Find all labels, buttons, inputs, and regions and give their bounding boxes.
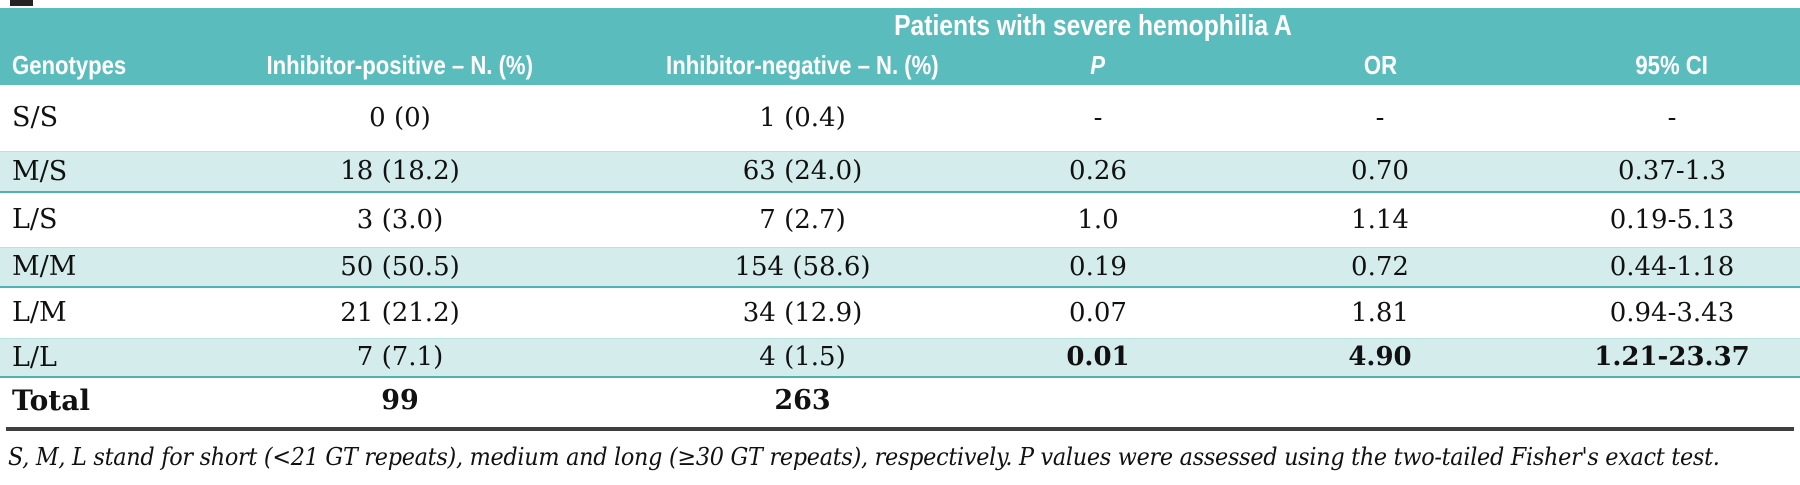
or-cell: -	[1375, 102, 1385, 133]
ci-cell: 1.21-23.37	[1594, 342, 1750, 373]
inhibitor-negative-cell: 1 (0.4)	[759, 102, 846, 133]
or-cell: 1.81	[1351, 297, 1409, 328]
or-cell: 0.72	[1351, 251, 1409, 282]
p-value-cell: -	[1093, 102, 1103, 133]
p-value-cell: 0.01	[1066, 342, 1130, 373]
ci-cell: -	[1667, 102, 1677, 133]
column-header-row: Genotypes Inhibitor-positive – N. (%) In…	[0, 45, 1800, 85]
hemophilia-genotype-table: Patients with severe hemophilia A Genoty…	[0, 8, 1800, 423]
column-header-inhibitor-positive: Inhibitor-positive – N. (%)	[266, 49, 534, 80]
or-cell: 0.70	[1351, 156, 1409, 187]
inhibitor-negative-cell: 34 (12.9)	[742, 297, 863, 328]
table-row: L/M 21 (21.2) 34 (12.9) 0.07 1.81 0.94-3…	[0, 287, 1800, 338]
genotype-cell: M/S	[12, 155, 68, 187]
genotype-cell: L/S	[12, 204, 58, 236]
total-inhibitor-positive-cell: 99	[381, 385, 419, 416]
column-header-inhibitor-negative: Inhibitor-negative – N. (%)	[666, 49, 939, 80]
inhibitor-negative-cell: 7 (2.7)	[759, 204, 846, 235]
inhibitor-negative-cell: 154 (58.6)	[734, 251, 871, 282]
genotype-cell: S/S	[12, 102, 59, 134]
table-row: M/S 18 (18.2) 63 (24.0) 0.26 0.70 0.37-1…	[0, 151, 1800, 192]
table-totals: Total 99 263	[0, 377, 1800, 423]
span-header-spacer-right	[1544, 8, 1800, 45]
column-header-p: P	[1090, 49, 1106, 80]
span-header-label: Patients with severe hemophilia A	[893, 10, 1292, 42]
ci-cell: 0.19-5.13	[1609, 204, 1735, 235]
inhibitor-negative-cell: 4 (1.5)	[759, 342, 846, 373]
p-value-cell: 1.0	[1077, 204, 1119, 235]
table-row: M/M 50 (50.5) 154 (58.6) 0.19 0.72 0.44-…	[0, 247, 1800, 287]
column-header-genotypes: Genotypes	[12, 49, 127, 80]
table-figure: Patients with severe hemophilia A Genoty…	[0, 8, 1800, 471]
table-header: Patients with severe hemophilia A Genoty…	[0, 8, 1800, 85]
genotype-cell: L/L	[12, 341, 57, 373]
crop-artifact	[10, 0, 33, 6]
p-value-cell: 0.19	[1069, 251, 1127, 282]
inhibitor-positive-cell: 7 (7.1)	[356, 342, 444, 373]
span-header-cell: Patients with severe hemophilia A	[625, 8, 1544, 45]
inhibitor-positive-cell: 18 (18.2)	[340, 156, 460, 187]
total-inhibitor-negative-cell: 263	[774, 385, 831, 416]
table-footnote: S, M, L stand for short (<21 GT repeats)…	[8, 443, 1800, 471]
column-header-ci: 95% CI	[1635, 49, 1709, 80]
table-row: S/S 0 (0) 1 (0.4) - - -	[0, 85, 1800, 151]
or-cell: 1.14	[1351, 204, 1409, 235]
span-header-spacer	[0, 8, 625, 45]
span-header-row: Patients with severe hemophilia A	[0, 8, 1800, 45]
ci-cell: 0.44-1.18	[1609, 251, 1735, 282]
ci-cell: 0.94-3.43	[1609, 297, 1735, 328]
inhibitor-positive-cell: 0 (0)	[369, 102, 431, 133]
ci-cell: 0.37-1.3	[1617, 156, 1727, 187]
p-value-cell: 0.26	[1069, 156, 1127, 187]
inhibitor-negative-cell: 63 (24.0)	[742, 156, 863, 187]
total-label-cell: Total	[12, 384, 91, 417]
footnote-divider	[6, 427, 1794, 431]
inhibitor-positive-cell: 21 (21.2)	[340, 297, 460, 328]
inhibitor-positive-cell: 3 (3.0)	[356, 204, 444, 235]
footnote-text: S, M, L stand for short (<21 GT repeats)…	[8, 443, 1720, 471]
table-row: L/S 3 (3.0) 7 (2.7) 1.0 1.14 0.19-5.13	[0, 192, 1800, 247]
or-cell: 4.90	[1348, 342, 1412, 373]
total-empty-p	[980, 377, 1216, 423]
genotype-cell: L/M	[12, 297, 67, 329]
table-row: L/L 7 (7.1) 4 (1.5) 0.01 4.90 1.21-23.37	[0, 338, 1800, 377]
inhibitor-positive-cell: 50 (50.5)	[340, 251, 460, 282]
total-empty-or	[1216, 377, 1544, 423]
column-header-or: OR	[1363, 49, 1397, 80]
total-row: Total 99 263	[0, 377, 1800, 423]
total-empty-ci	[1544, 377, 1800, 423]
p-value-cell: 0.07	[1069, 297, 1127, 328]
table-body: S/S 0 (0) 1 (0.4) - - - M/S 18 (18.2) 63…	[0, 85, 1800, 377]
genotype-cell: M/M	[12, 251, 77, 283]
